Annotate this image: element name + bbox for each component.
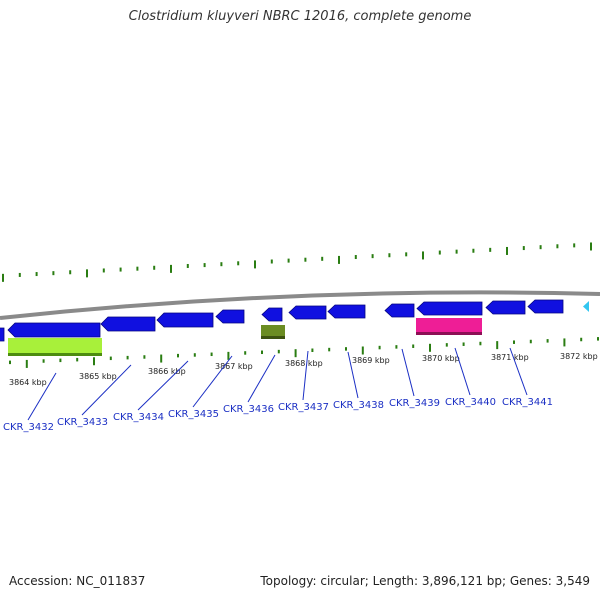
feature-partial[interactable] (583, 301, 589, 312)
gene-label-connector (454, 347, 471, 396)
gene-label[interactable]: CKR_3438 (333, 400, 384, 411)
feature-misc[interactable] (261, 325, 285, 339)
feature-shadow (261, 336, 285, 339)
gene-label-connector (137, 360, 189, 411)
scale-label: 3864 kbp (9, 378, 47, 387)
gene-label[interactable]: CKR_3437 (278, 402, 329, 413)
scale-label: 3867 kbp (215, 362, 253, 371)
map-title: Clostridium kluyveri NBRC 12016, complet… (128, 9, 472, 24)
scale-label: 3865 kbp (79, 372, 117, 381)
scale-label: 3868 kbp (285, 359, 323, 368)
gene-label-connector (192, 355, 233, 408)
genome-stats-text: Topology: circular; Length: 3,896,121 bp… (260, 574, 590, 588)
feature-gene[interactable] (327, 304, 366, 319)
feature-gene[interactable] (100, 316, 156, 332)
feature-gene[interactable] (0, 327, 5, 342)
feature-misc[interactable] (416, 318, 482, 335)
scale-label: 3871 kbp (491, 353, 529, 362)
feature-gene[interactable] (384, 303, 415, 318)
feature-gene[interactable] (261, 307, 283, 322)
scale-tick-row (9, 337, 599, 368)
gene-label-connector (401, 348, 415, 397)
gene-label-connector (27, 372, 57, 421)
scale-labels: 3864 kbp 3865 kbp 3866 kbp 3867 kbp 3868 kbp… (9, 352, 598, 387)
gene-label-connector (347, 351, 359, 399)
gene-label[interactable]: CKR_3435 (168, 409, 219, 420)
feature-gene[interactable] (485, 300, 526, 315)
gene-label[interactable]: CKR_3436 (223, 404, 274, 415)
feature-gene[interactable] (416, 301, 483, 316)
gene-label[interactable]: CKR_3432 (3, 422, 54, 433)
scale-label: 3872 kbp (560, 352, 598, 361)
scale-label: 3869 kbp (352, 356, 390, 365)
gene-label-connector (509, 347, 528, 396)
gene-label[interactable]: CKR_3440 (445, 397, 496, 408)
scale-label: 3866 kbp (148, 367, 186, 376)
gene-label-connector (247, 354, 276, 403)
feature-shadow (8, 353, 102, 356)
gene-label[interactable]: CKR_3439 (389, 398, 440, 409)
feature-gene[interactable] (156, 312, 214, 328)
accession-text: Accession: NC_011837 (9, 574, 146, 588)
feature-gene[interactable] (215, 309, 245, 324)
outer-tick-row (2, 242, 592, 282)
genome-backbone (0, 290, 600, 320)
gene-label[interactable]: CKR_3441 (502, 397, 553, 408)
feature-track (0, 299, 589, 356)
gene-label-connector (81, 364, 132, 416)
feature-gene[interactable] (527, 299, 564, 314)
feature-gene[interactable] (288, 305, 327, 320)
gene-label-connector (302, 350, 309, 401)
feature-gene[interactable] (7, 322, 101, 338)
scale-label: 3870 kbp (422, 354, 460, 363)
feature-shadow (416, 332, 482, 335)
gene-label[interactable]: CKR_3434 (113, 412, 164, 423)
gene-labels: CKR_3432 CKR_3433 CKR_3434 CKR_3435 CKR_3436… (3, 347, 553, 433)
gene-label[interactable]: CKR_3433 (57, 417, 108, 428)
feature-misc[interactable] (8, 338, 102, 356)
